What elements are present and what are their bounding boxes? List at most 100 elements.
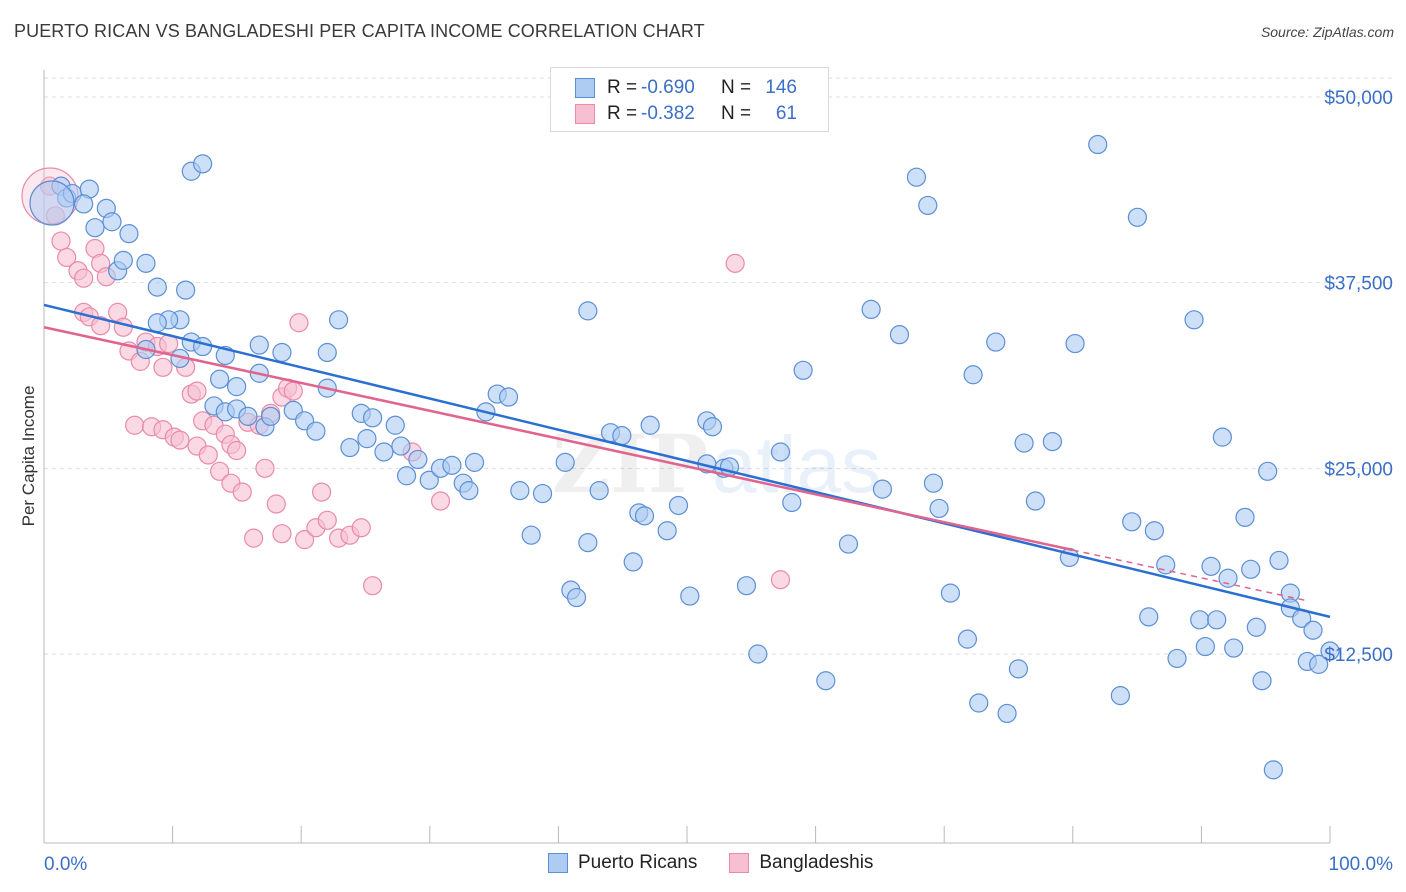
bangladeshi-point (351, 518, 371, 538)
puerto-rican-point (1269, 550, 1289, 571)
bangladeshi-point (170, 430, 190, 450)
puerto-rican-point (328, 310, 349, 330)
puerto-rican-point (736, 576, 757, 596)
legend-n-label: N = (721, 77, 752, 98)
bangladeshi-point (272, 524, 292, 544)
bangladeshi-point (227, 440, 247, 461)
puerto-rican-point (408, 449, 428, 470)
puerto-rican-point (1127, 207, 1147, 227)
legend-r-value: -0.690 (641, 77, 695, 98)
puerto-rican-point (1025, 491, 1046, 511)
legend-label-bangladeshis: Bangladeshis (759, 852, 874, 873)
bangladeshi-point (113, 317, 133, 337)
puerto-rican-point (668, 495, 689, 516)
legend-swatch-pink (729, 853, 750, 873)
puerto-rican-point (906, 167, 927, 187)
puerto-rican-point (640, 415, 660, 435)
puerto-rican-point (702, 417, 723, 437)
puerto-rican-point (1303, 620, 1323, 640)
puerto-rican-point (498, 387, 519, 407)
puerto-rican-point (634, 506, 655, 526)
puerto-rican-point (816, 671, 836, 691)
gridlines (44, 77, 1392, 655)
puerto-rican-point (997, 703, 1017, 724)
legend-row-puerto-ricans: R = -0.690 N = 146 (575, 76, 797, 100)
puerto-rican-point (136, 253, 156, 273)
puerto-rican-point (261, 406, 281, 426)
puerto-rican-point (317, 342, 337, 363)
puerto-rican-point (1042, 431, 1063, 452)
puerto-rican-point (1167, 648, 1187, 669)
puerto-rican-point (193, 154, 213, 174)
puerto-rican-point (623, 552, 643, 572)
bangladeshi-point (125, 415, 145, 435)
puerto-rican-point (396, 466, 417, 486)
puerto-rican-point (193, 336, 213, 357)
puerto-rican-point (940, 583, 961, 603)
puerto-rican-point (1088, 134, 1108, 155)
puerto-rican-point (929, 498, 949, 519)
puerto-rican-point (102, 212, 122, 232)
bangladeshi-point (57, 247, 77, 268)
bangladeshi-point (283, 381, 303, 401)
puerto-rican-point (464, 452, 485, 472)
bangladeshi-point (430, 491, 451, 511)
puerto-rican-point (838, 534, 859, 554)
chart-title: PUERTO RICAN VS BANGLADESHI PER CAPITA I… (14, 21, 705, 41)
legend-item-puerto-ricans: Puerto Ricans (548, 852, 697, 874)
puerto-rican-point (210, 369, 230, 389)
bangladeshi-point (91, 316, 111, 336)
puerto-rican-point (419, 470, 439, 490)
puerto-rican-point (85, 218, 105, 238)
puerto-rican-point (374, 442, 394, 462)
legend-swatch-pink (575, 104, 595, 124)
puerto-rican-point (1110, 685, 1130, 706)
puerto-rican-point (1195, 636, 1215, 657)
bangladeshi-point (153, 357, 173, 377)
puerto-rican-point (1201, 556, 1221, 576)
trend-line-bangladeshis-extension (1072, 549, 1305, 601)
puerto-rican-point (227, 377, 247, 397)
y-tick-label: $37,500 (1324, 274, 1393, 295)
puerto-rican-point (1224, 638, 1244, 658)
puerto-rican-point (74, 194, 94, 214)
legend-r-label: R = (607, 77, 638, 98)
puerto-rican-point (986, 332, 1006, 352)
chart-source: Source: ZipAtlas.com (1260, 24, 1394, 40)
puerto-rican-point (510, 481, 530, 501)
bangladeshi-point (317, 510, 337, 530)
bangladeshi-point (255, 458, 275, 478)
trend-line-puerto-ricans (43, 303, 1331, 619)
puerto-rican-point (147, 313, 167, 333)
legend-swatch-blue (548, 853, 568, 873)
puerto-rican-point (1246, 617, 1266, 637)
puerto-rican-point (1258, 461, 1278, 481)
trend-line-bangladeshis (43, 326, 1074, 552)
puerto-rican-point (782, 492, 802, 513)
puerto-rican-point (1184, 310, 1204, 330)
legend-n-label: N = (721, 103, 752, 124)
puerto-rican-point (680, 586, 700, 606)
puerto-rican-point (1065, 333, 1085, 354)
puerto-rican-point (357, 429, 377, 449)
bangladeshi-point (187, 381, 207, 401)
puerto-rican-point (391, 436, 411, 456)
puerto-rican-point (589, 481, 609, 501)
puerto-rican-point (1144, 521, 1164, 541)
puerto-rican-point (532, 483, 553, 504)
puerto-rican-point (1139, 607, 1159, 627)
bangladeshi-point (725, 253, 745, 273)
y-axis-label: Per Capita Income (19, 386, 38, 527)
bangladeshi-point (311, 482, 332, 502)
bangladeshi-point (210, 461, 230, 481)
puerto-rican-point (1212, 427, 1232, 447)
trend-lines (43, 303, 1331, 619)
bangladeshi-point (289, 313, 309, 333)
puerto-rican-point (29, 180, 75, 226)
puerto-rican-point (1309, 654, 1329, 674)
puerto-rican-point (612, 426, 632, 446)
puerto-rican-point (306, 421, 326, 441)
puerto-rican-point (1320, 641, 1340, 661)
puerto-rican-point (1014, 433, 1034, 453)
